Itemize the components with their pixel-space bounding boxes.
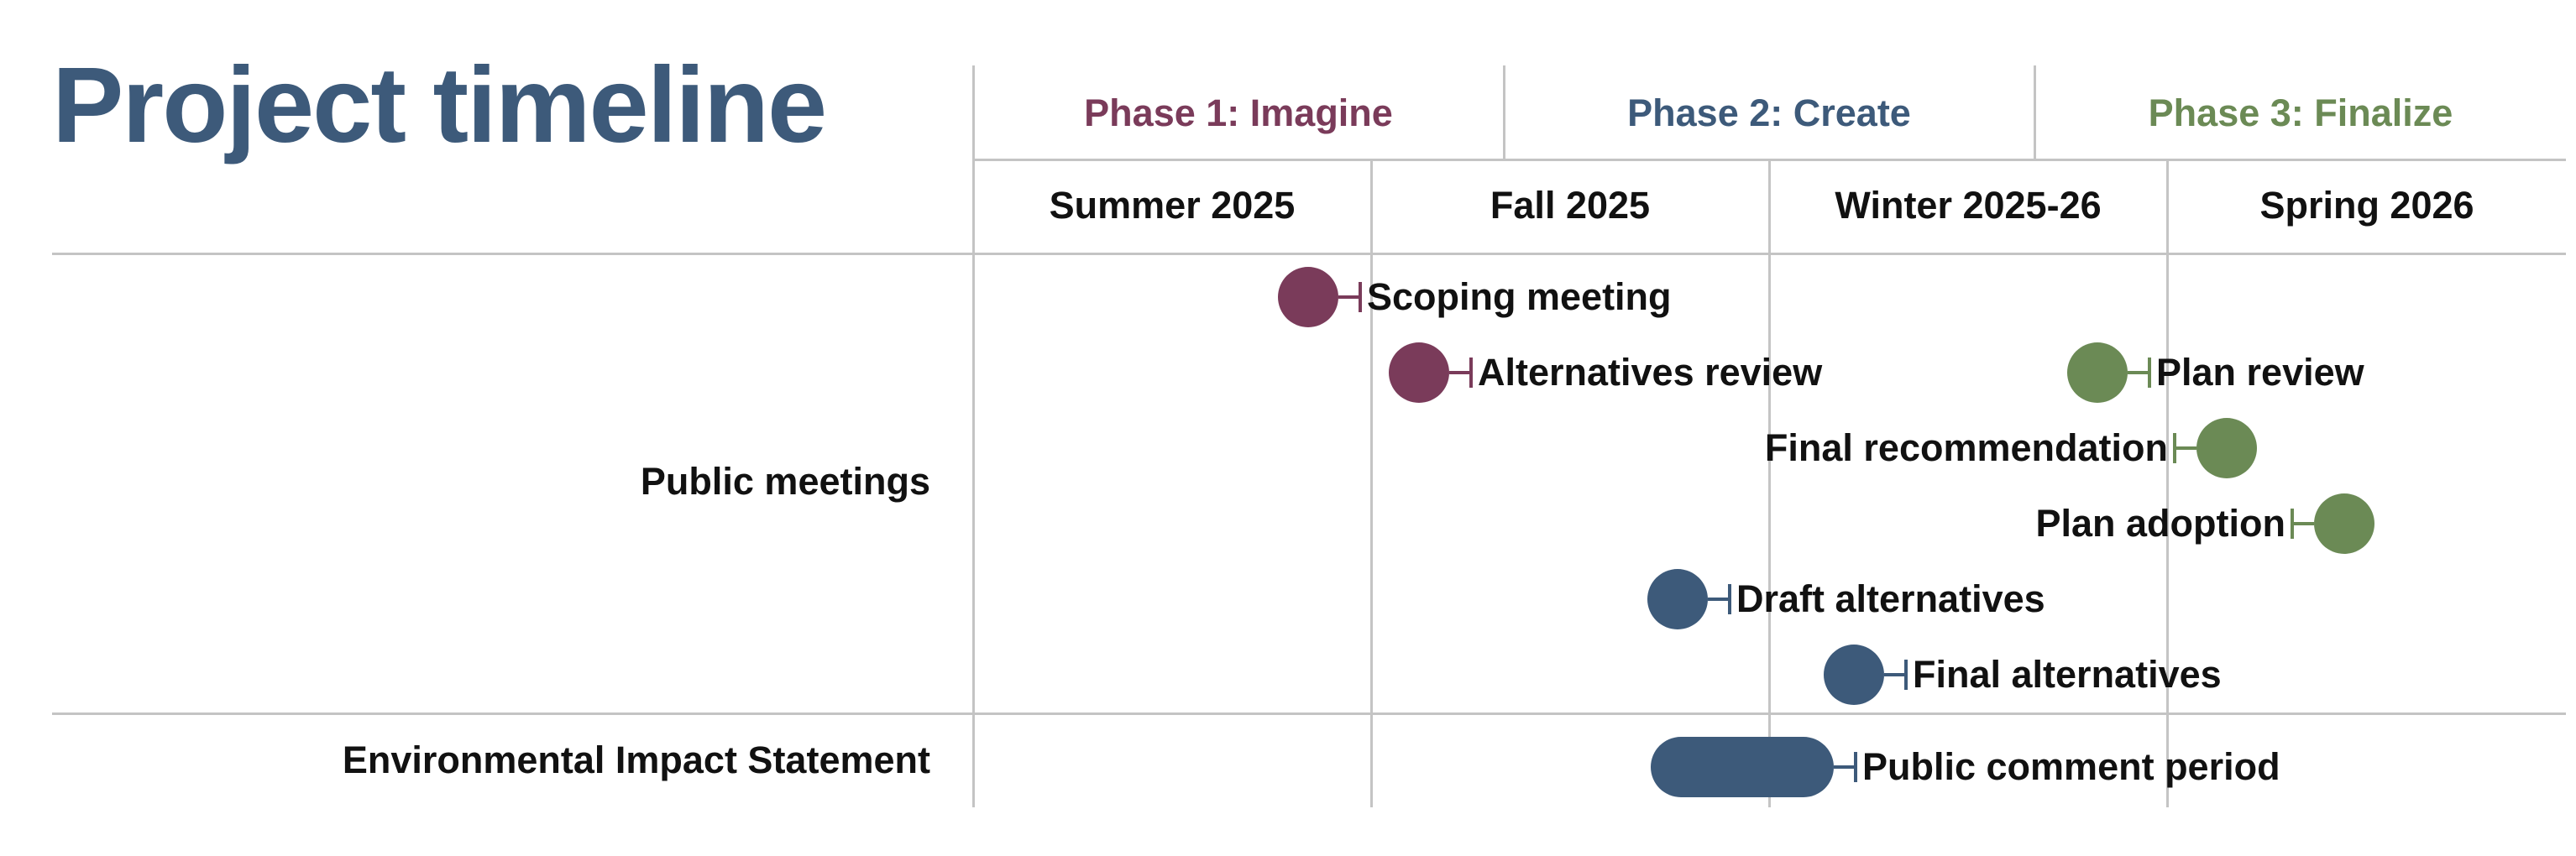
leader-tick [1338, 282, 1362, 312]
row-label-public-meetings: Public meetings [640, 460, 930, 503]
season-divider [1768, 159, 1771, 807]
event-label: Alternatives review [1478, 351, 1823, 394]
period-bar [1651, 737, 1834, 797]
event-plan-review: Plan review [2067, 342, 2369, 403]
leader-tick [2291, 509, 2314, 539]
page-title: Project timeline [52, 45, 827, 165]
leader-tick [2173, 433, 2196, 463]
row-divider [52, 712, 2566, 715]
phase-divider [1503, 65, 1505, 159]
season-divider [2166, 159, 2169, 807]
milestone-marker [1278, 267, 1338, 327]
event-plan-adoption: Plan adoption [2031, 493, 2374, 554]
milestone-marker [2314, 493, 2374, 554]
milestone-marker [2196, 418, 2257, 478]
season-header-summer-2025: Summer 2025 [1049, 184, 1296, 227]
header-bottom-border [52, 253, 2566, 255]
leader-tick [2128, 358, 2151, 388]
milestone-marker [2067, 342, 2128, 403]
event-final-recommendation: Final recommendation [1760, 418, 2257, 478]
event-label: Plan review [2156, 351, 2364, 394]
milestone-marker [1389, 342, 1449, 403]
phase-header-create: Phase 2: Create [1627, 91, 1911, 134]
event-public-comment-period: Public comment period [1651, 737, 2285, 797]
leader-tick [1834, 752, 1857, 782]
leader-tick [1884, 660, 1908, 690]
phase-header-finalize: Phase 3: Finalize [2148, 91, 2453, 134]
phase-header-imagine: Phase 1: Imagine [1084, 91, 1393, 134]
phase-divider [2034, 65, 2036, 159]
event-label: Public comment period [1862, 745, 2280, 788]
season-header-winter-2025-26: Winter 2025-26 [1835, 184, 2102, 227]
season-header-spring-2026: Spring 2026 [2259, 184, 2474, 227]
milestone-marker [1824, 645, 1884, 705]
season-divider [1370, 159, 1373, 807]
leader-tick [1449, 358, 1473, 388]
event-label: Final alternatives [1913, 653, 2222, 696]
event-alternatives-review: Alternatives review [1389, 342, 1827, 403]
season-header-fall-2025: Fall 2025 [1490, 184, 1651, 227]
event-label: Final recommendation [1764, 426, 2168, 469]
event-final-alternatives: Final alternatives [1824, 645, 2227, 705]
row-label-environmental-impact-statement: Environmental Impact Statement [342, 739, 930, 781]
event-label: Plan adoption [2035, 502, 2286, 545]
event-label: Scoping meeting [1367, 275, 1672, 318]
milestone-marker [1647, 569, 1708, 629]
leader-tick [1708, 584, 1731, 614]
phase-season-divider [972, 159, 2566, 161]
event-label: Draft alternatives [1736, 577, 2045, 620]
event-scoping-meeting: Scoping meeting [1278, 267, 1677, 327]
event-draft-alternatives: Draft alternatives [1647, 569, 2050, 629]
header-left-border [972, 65, 975, 807]
